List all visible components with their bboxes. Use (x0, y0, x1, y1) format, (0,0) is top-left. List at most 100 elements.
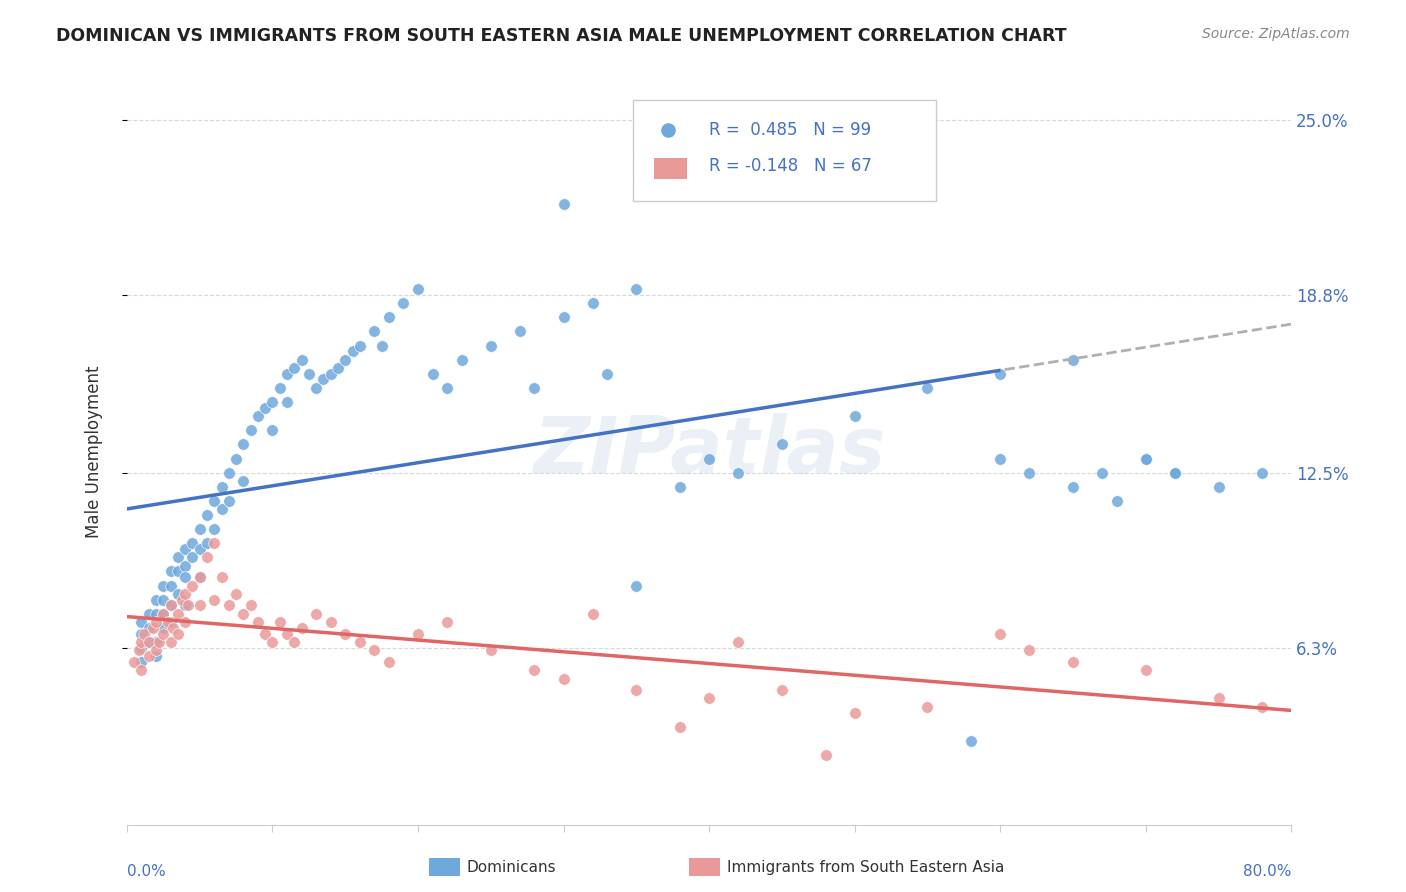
Point (988, 451, 1011, 466)
Point (436, 381, 458, 395)
Point (378, 310, 401, 325)
Point (1105, 493, 1128, 508)
Point (1091, 466, 1114, 480)
Point (1135, 663, 1157, 677)
Point (305, 607, 328, 621)
Point (1018, 643, 1040, 657)
Point (138, 621, 160, 635)
Point (246, 615, 269, 630)
Point (305, 381, 328, 395)
Point (232, 474, 254, 488)
Point (262, 423, 284, 437)
Point (844, 706, 866, 720)
FancyBboxPatch shape (634, 100, 936, 201)
Point (262, 635, 284, 649)
Text: Immigrants from South Eastern Asia: Immigrants from South Eastern Asia (727, 860, 1004, 874)
Point (159, 599, 181, 613)
Point (479, 338, 502, 352)
Point (195, 536, 218, 550)
Point (509, 325, 531, 339)
Point (917, 381, 939, 395)
Text: Dominicans: Dominicans (467, 860, 557, 874)
Point (727, 635, 749, 649)
Point (553, 197, 575, 211)
Point (131, 635, 153, 649)
Point (159, 578, 181, 592)
Point (145, 615, 167, 630)
Point (523, 381, 546, 395)
Point (392, 296, 415, 310)
Point (202, 493, 225, 508)
Point (1135, 451, 1157, 466)
Point (152, 621, 174, 635)
Point (181, 536, 204, 550)
Point (349, 635, 371, 649)
Text: 0.0%: 0.0% (127, 864, 166, 880)
Point (188, 570, 211, 584)
Point (335, 352, 357, 367)
Point (188, 522, 211, 536)
Point (188, 599, 211, 613)
Point (370, 338, 392, 352)
Point (174, 587, 197, 601)
Text: R = -0.148   N = 67: R = -0.148 N = 67 (709, 157, 872, 175)
Point (131, 655, 153, 669)
Point (202, 522, 225, 536)
Point (188, 541, 211, 556)
Point (174, 570, 197, 584)
Point (225, 451, 247, 466)
Point (988, 367, 1011, 381)
Point (697, 451, 720, 466)
Point (298, 367, 321, 381)
Point (145, 607, 167, 621)
Point (1164, 466, 1187, 480)
Point (166, 550, 188, 565)
Point (290, 352, 312, 367)
Point (138, 607, 160, 621)
Point (131, 640, 153, 655)
Point (523, 663, 546, 677)
Bar (429, 858, 460, 876)
Point (211, 570, 233, 584)
Point (960, 733, 983, 747)
Point (145, 643, 167, 657)
Point (218, 599, 240, 613)
Point (138, 635, 160, 649)
Point (134, 626, 156, 640)
Point (148, 635, 170, 649)
Point (269, 615, 291, 630)
Point (145, 635, 167, 649)
Bar (689, 858, 720, 876)
Text: Source: ZipAtlas.com: Source: ZipAtlas.com (1202, 27, 1350, 41)
Point (174, 615, 197, 630)
Point (422, 367, 444, 381)
Point (152, 626, 174, 640)
Text: 80.0%: 80.0% (1243, 864, 1291, 880)
Point (290, 621, 312, 635)
Point (406, 626, 429, 640)
Point (1062, 480, 1084, 494)
Point (232, 607, 254, 621)
Point (254, 626, 277, 640)
Point (159, 599, 181, 613)
Point (239, 423, 262, 437)
Point (1018, 466, 1040, 480)
Point (131, 663, 153, 677)
Point (166, 587, 188, 601)
Point (131, 615, 153, 630)
Point (225, 587, 247, 601)
Point (626, 282, 648, 296)
Text: DOMINICAN VS IMMIGRANTS FROM SOUTH EASTERN ASIA MALE UNEMPLOYMENT CORRELATION CH: DOMINICAN VS IMMIGRANTS FROM SOUTH EASTE… (56, 27, 1067, 45)
Point (770, 437, 793, 451)
Point (188, 570, 211, 584)
Point (626, 683, 648, 698)
Point (582, 607, 605, 621)
Point (166, 626, 188, 640)
Point (239, 599, 262, 613)
Point (218, 493, 240, 508)
Point (262, 395, 284, 409)
Point (342, 344, 364, 359)
Point (276, 367, 298, 381)
Point (363, 325, 385, 339)
Point (406, 282, 429, 296)
